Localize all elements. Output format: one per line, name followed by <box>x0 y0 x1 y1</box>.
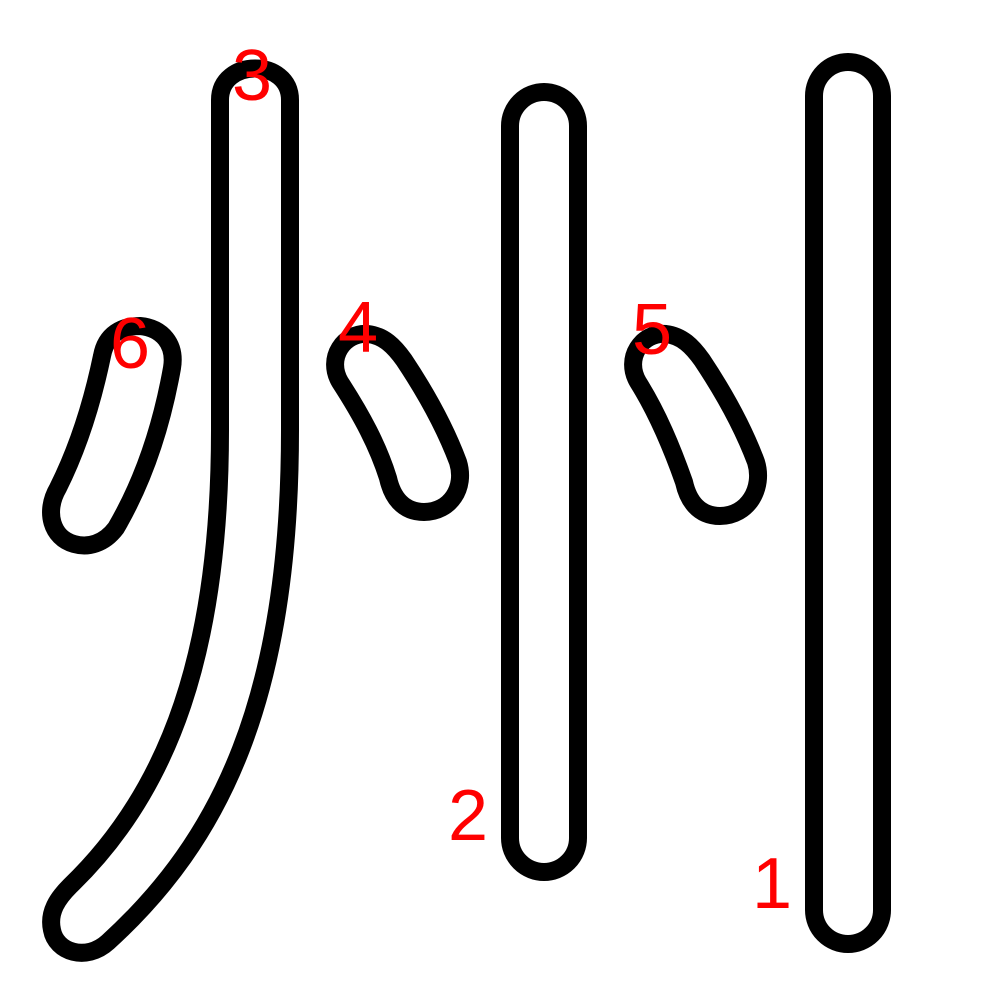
stroke-6-outline <box>42 317 182 555</box>
stroke-4 <box>326 324 470 521</box>
stroke-5 <box>624 324 768 525</box>
stroke-number-2: 2 <box>448 776 488 856</box>
stroke-number-5: 5 <box>632 290 672 370</box>
stroke-number-3: 3 <box>232 36 272 116</box>
stroke-4-outline <box>326 324 470 521</box>
stroke-2 <box>501 83 587 881</box>
stroke-5-outline <box>624 324 768 525</box>
stroke-number-6: 6 <box>110 304 150 384</box>
stroke-number-4: 4 <box>338 288 378 368</box>
stroke-number-1: 1 <box>752 844 792 924</box>
stroke-3 <box>42 59 299 962</box>
stroke-1-outline <box>805 53 891 953</box>
stroke-6 <box>42 317 182 555</box>
stroke-1 <box>805 53 891 953</box>
stroke-3-outline <box>42 59 299 962</box>
stroke-2-outline <box>501 83 587 881</box>
